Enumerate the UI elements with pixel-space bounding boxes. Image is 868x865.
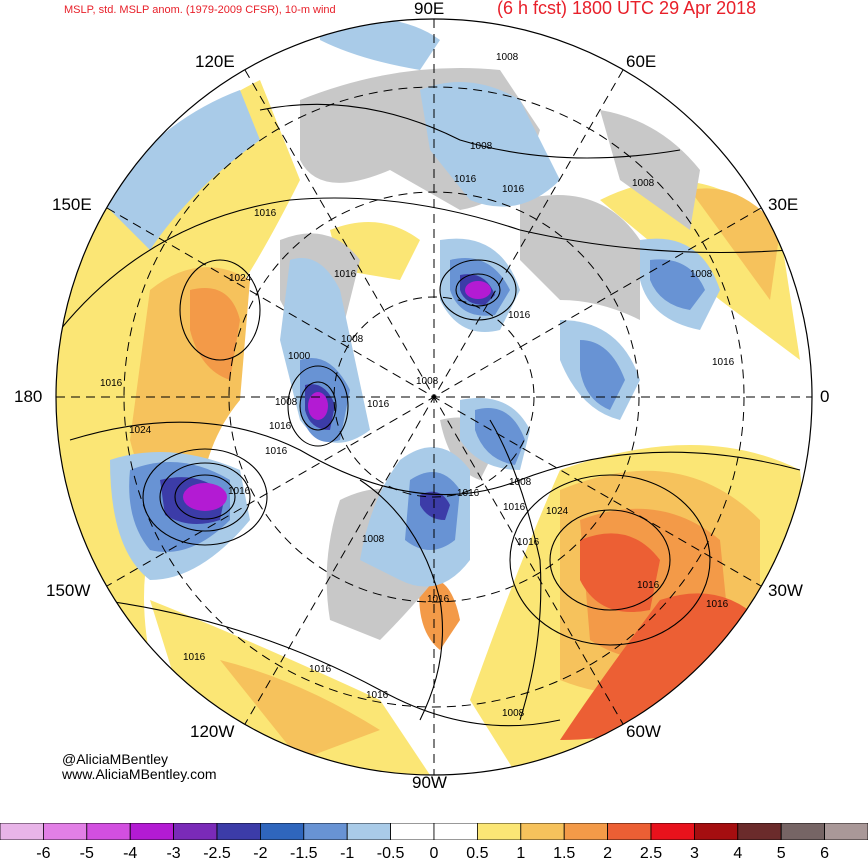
isobar-label: 1016	[265, 446, 288, 457]
isobar-label: 1016	[427, 594, 450, 605]
isobar-label: 1008	[690, 269, 713, 280]
lon-label-0: 0	[820, 387, 830, 406]
lon-label-90w: 90W	[412, 773, 447, 792]
colorbar-swatch	[433, 823, 478, 840]
isobar-labels: 1008 1008 1016 1016 1008 1016 1024 1016 …	[100, 52, 735, 719]
colorbar-swatch	[737, 823, 782, 840]
colorbar-tick-label: 2	[603, 845, 613, 862]
isobar-label: 1016	[100, 378, 123, 389]
colorbar-swatch	[824, 823, 868, 840]
colorbar-tick-label: -0.5	[376, 845, 405, 862]
map-title: MSLP, std. MSLP anom. (1979-2009 CFSR), …	[64, 4, 336, 16]
isobar-label: 1024	[546, 506, 569, 517]
colorbar-swatch	[390, 823, 435, 840]
isobar-label: 1016	[228, 486, 251, 497]
lon-label-30w: 30W	[768, 581, 803, 600]
colorbar-swatch	[173, 823, 218, 840]
credit-website: www.AliciaMBentley.com	[62, 766, 217, 782]
isobar-label: 1016	[309, 664, 332, 675]
lon-label-150e: 150E	[52, 195, 92, 214]
negative-anomaly-extreme	[183, 281, 491, 511]
colorbar-swatch	[346, 823, 392, 840]
isobar-label: 1016	[637, 580, 660, 591]
lon-label-150w: 150W	[46, 581, 91, 600]
colorbar-tick-label: -2.5	[203, 845, 231, 862]
isobar-label: 1016	[269, 421, 292, 432]
colorbar-swatch	[259, 823, 305, 840]
colorbar-swatch	[216, 823, 261, 840]
colorbar-tick-label: 1.5	[553, 845, 576, 862]
colorbar-swatch	[43, 823, 88, 840]
isobar-label: 1016	[502, 184, 525, 195]
lon-label-120w: 120W	[190, 722, 235, 741]
colorbar-tick-label: 0	[429, 845, 439, 862]
isobar-label: 1024	[229, 273, 252, 284]
colorbar-tick-label: 3	[689, 845, 699, 862]
isobar-label: 1008	[470, 141, 493, 152]
isobar-label: 1016	[334, 269, 357, 280]
colorbar-tick-label: 1	[516, 845, 526, 862]
colorbar-tick-label: -2	[253, 845, 268, 862]
isobar-label: 1016	[712, 357, 735, 368]
colorbar-swatch	[86, 823, 131, 840]
isobar-label: 1016	[183, 652, 206, 663]
isobar-label: 1008	[496, 52, 519, 63]
isobar-label: 1016	[454, 174, 477, 185]
isobar-label: 1008	[416, 376, 439, 387]
isobar-label: 1008	[341, 334, 364, 345]
forecast-time: (6 h fcst) 1800 UTC 29 Apr 2018	[497, 0, 757, 18]
colorbar-tick-label: -1.5	[290, 845, 318, 862]
lon-label-180: 180	[14, 387, 43, 406]
isobar-label: 1008	[632, 178, 655, 189]
isobar-label: 1008	[275, 397, 298, 408]
isobar-label: 1016	[457, 488, 480, 499]
isobar-label: 1016	[508, 310, 531, 321]
graticule	[56, 19, 812, 775]
colorbar-swatch	[0, 823, 44, 840]
isobar-label: 1000	[288, 351, 311, 362]
colorbar-swatch	[563, 823, 609, 840]
colorbar-swatch	[780, 823, 826, 840]
colorbar-swatch	[476, 823, 522, 840]
isobar-label: 1024	[129, 425, 152, 436]
isobar-label: 1008	[502, 708, 525, 719]
colorbar-swatch	[694, 823, 739, 840]
isobar-label: 1016	[366, 690, 389, 701]
colorbar-swatch	[303, 823, 348, 840]
colorbar-tick-label: 5	[776, 845, 786, 862]
colorbar-tick-label: -1	[340, 845, 355, 862]
isobar-label: 1016	[254, 208, 277, 219]
isobar-label: 1016	[517, 537, 540, 548]
map-border	[55, 18, 813, 776]
colorbar-swatch	[129, 823, 174, 840]
isobar-label: 1016	[367, 399, 390, 410]
colorbar-tick-label: -4	[123, 845, 138, 862]
lon-label-120e: 120E	[195, 52, 235, 71]
colorbar-tick-label: -5	[79, 845, 94, 862]
lon-label-60e: 60E	[626, 52, 657, 71]
lon-label-60w: 60W	[626, 722, 661, 741]
colorbar-tick-label: 2.5	[639, 845, 663, 862]
credit-twitter: @AliciaMBentley	[62, 751, 169, 767]
isobar-label: 1016	[706, 599, 729, 610]
isobar-label: 1016	[503, 502, 526, 513]
colorbar-swatch	[650, 823, 695, 840]
lon-label-90e: 90E	[414, 0, 445, 18]
lon-label-30e: 30E	[768, 195, 799, 214]
colorbar-tick-label: 0.5	[466, 845, 489, 862]
colorbar-tick-label: -6	[36, 845, 51, 862]
isobar-label: 1008	[509, 477, 532, 488]
colorbar-tick-label: 4	[733, 845, 743, 862]
anomaly-colorbar	[0, 823, 868, 840]
colorbar-swatch	[520, 823, 565, 840]
colorbar-swatch	[607, 823, 652, 840]
colorbar-tick-label: 6	[820, 845, 830, 862]
isobar-contours	[59, 103, 801, 727]
isobar-label: 1008	[362, 534, 385, 545]
colorbar-tick-label: -3	[166, 845, 181, 862]
